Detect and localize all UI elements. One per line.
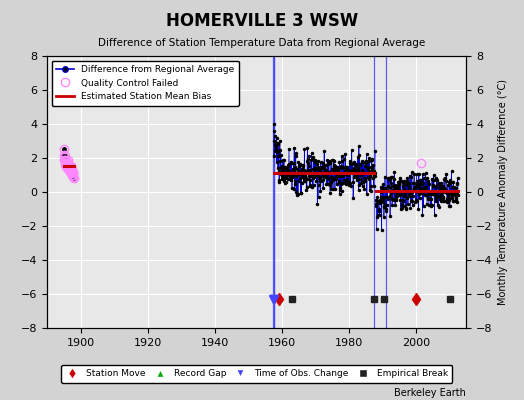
Y-axis label: Monthly Temperature Anomaly Difference (°C): Monthly Temperature Anomaly Difference (… <box>498 79 508 305</box>
Legend: Station Move, Record Gap, Time of Obs. Change, Empirical Break: Station Move, Record Gap, Time of Obs. C… <box>61 365 452 383</box>
Legend: Difference from Regional Average, Quality Control Failed, Estimated Station Mean: Difference from Regional Average, Qualit… <box>52 60 239 106</box>
Text: Berkeley Earth: Berkeley Earth <box>395 388 466 398</box>
Text: HOMERVILLE 3 WSW: HOMERVILLE 3 WSW <box>166 12 358 30</box>
Text: Difference of Station Temperature Data from Regional Average: Difference of Station Temperature Data f… <box>99 38 425 48</box>
